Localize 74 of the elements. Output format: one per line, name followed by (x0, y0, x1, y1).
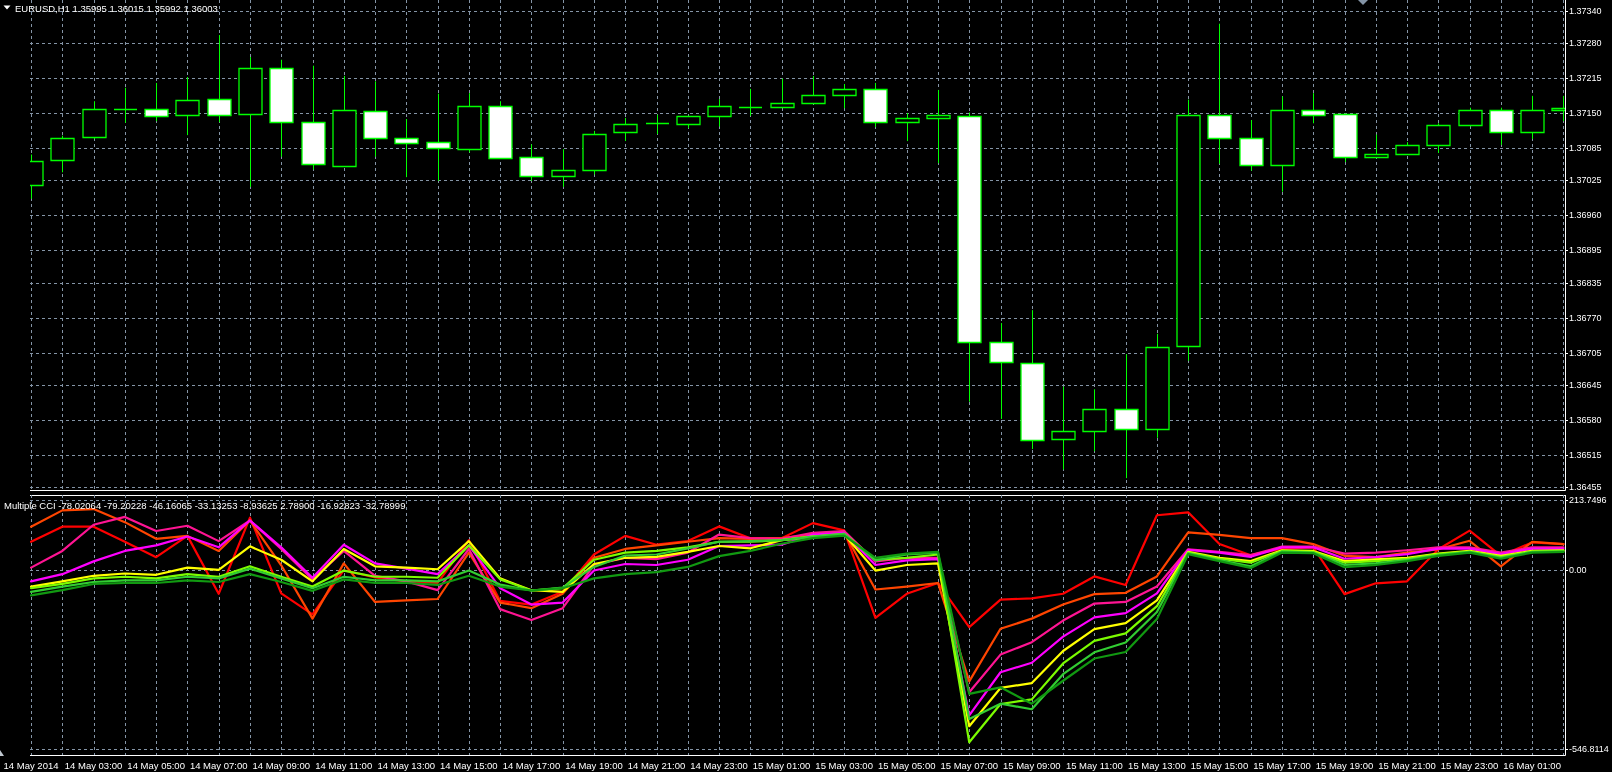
candlestick (613, 117, 638, 142)
candlestick (1364, 134, 1389, 159)
candlestick (1051, 386, 1076, 471)
y-tick-label: 1.36515 (1569, 450, 1602, 460)
y-tick-label: 1.36455 (1569, 482, 1602, 493)
y-tick-label: 1.37085 (1569, 143, 1602, 154)
x-tick-label: 14 May 11:00 (315, 759, 373, 771)
x-tick-label: 14 May 17:00 (502, 759, 561, 771)
candlestick (895, 112, 920, 142)
x-tick-label: 14 May 2014 (3, 759, 59, 771)
y-tick-label: 1.37215 (1569, 73, 1602, 84)
candlestick (1114, 353, 1139, 479)
y-tick-label: 1.36645 (1569, 380, 1602, 390)
y-tick-label: 1.36960 (1569, 210, 1602, 221)
candlestick (1458, 107, 1483, 128)
y-tick-label: 1.37025 (1569, 175, 1602, 186)
y-tick-label: -546.8114 (1569, 744, 1609, 755)
candlestick (519, 143, 544, 182)
x-tick-label: 14 May 13:00 (377, 759, 436, 771)
candlestick (645, 114, 670, 135)
x-tick-label: 14 May 15:00 (440, 759, 498, 771)
candlestick (50, 135, 75, 173)
x-tick-label: 16 May 01:00 (1503, 759, 1561, 771)
x-tick-label: 15 May 01:00 (752, 759, 811, 771)
x-tick-label: 15 May 07:00 (940, 759, 999, 771)
x-tick-label: 15 May 17:00 (1253, 759, 1311, 771)
candlestick (770, 78, 795, 109)
x-tick-label: 14 May 09:00 (252, 759, 311, 771)
x-tick-label: 15 May 03:00 (815, 759, 873, 771)
x-tick-label: 14 May 05:00 (127, 759, 185, 771)
x-tick-label: 15 May 09:00 (1003, 759, 1061, 771)
x-tick-label: 15 May 05:00 (877, 759, 936, 771)
x-tick-label: 15 May 23:00 (1440, 759, 1499, 771)
y-tick-label: 1.37280 (1569, 38, 1602, 49)
candlestick (175, 76, 200, 136)
chart-title: EURUSD,H1 1.35995 1.36015 1.35992 1.36003 (15, 2, 218, 14)
candlestick (1520, 95, 1545, 140)
candlestick (394, 118, 419, 178)
y-tick-label: 1.36580 (1569, 415, 1602, 425)
candlestick (426, 93, 451, 182)
y-tick-label: 1.36770 (1569, 312, 1602, 323)
candlestick (989, 322, 1014, 420)
candlestick (832, 83, 857, 109)
x-tick-label: 15 May 11:00 (1065, 759, 1123, 771)
candlestick (926, 89, 951, 164)
y-tick-label: 1.36705 (1569, 347, 1602, 358)
y-tick-label: 1.37340 (1569, 5, 1602, 16)
candlestick (113, 87, 138, 124)
candlestick (1207, 23, 1232, 165)
candlestick (551, 148, 576, 188)
y-tick-label: 213.7496 (1569, 495, 1607, 506)
candlestick (1489, 107, 1514, 146)
candlestick (1426, 122, 1451, 154)
text: Multiple CCI -78.02064 -79.20228 -46.16065 -33.13253 -8.93625 2.78900 -16.92823 -32.78999 (4, 500, 406, 511)
x-tick-label: 14 May 19:00 (565, 759, 623, 771)
x-tick-label: 15 May 21:00 (1378, 759, 1436, 771)
x-tick-label: 15 May 13:00 (1128, 759, 1186, 771)
x-tick-label: 14 May 07:00 (189, 759, 248, 771)
x-tick-label: 14 May 21:00 (627, 759, 686, 771)
x-tick-label: 14 May 03:00 (64, 759, 123, 771)
candlestick (801, 75, 826, 105)
candlestick (738, 88, 763, 117)
x-tick-label: 15 May 15:00 (1190, 759, 1249, 771)
candlestick (1082, 388, 1107, 452)
y-tick-label: 0.00 (1569, 565, 1587, 576)
candlestick (1301, 92, 1326, 124)
candlestick (707, 98, 732, 128)
candlestick (207, 34, 232, 123)
y-tick-label: 1.36835 (1569, 277, 1602, 288)
candlestick (144, 82, 169, 122)
y-tick-label: 1.37150 (1569, 108, 1602, 119)
x-tick-label: 14 May 23:00 (690, 759, 748, 771)
x-tick-label: 15 May 19:00 (1315, 759, 1374, 771)
y-tick-label: 1.36895 (1569, 245, 1602, 256)
